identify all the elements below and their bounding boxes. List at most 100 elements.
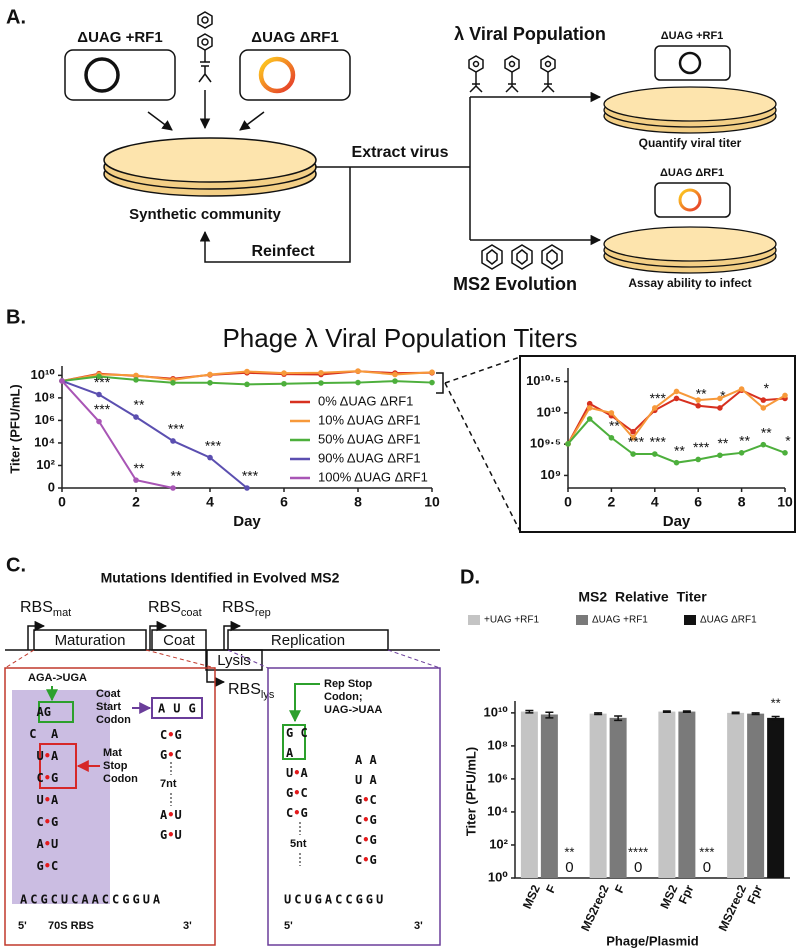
significance: ** <box>739 433 750 449</box>
strain-label: ΔUAG +RF1 <box>77 29 162 46</box>
data-point <box>586 405 593 411</box>
rna-row: G•C <box>22 859 58 873</box>
base <box>22 705 29 719</box>
significance: ** <box>134 460 145 476</box>
data-point <box>695 456 701 463</box>
plasmid <box>84 57 120 93</box>
rna-row: A <box>286 746 294 760</box>
gene-box <box>151 629 207 651</box>
petri-dish <box>603 226 777 274</box>
data-point <box>565 441 571 447</box>
zoom-connector <box>4 649 216 669</box>
step-label: λ Viral Population <box>454 24 606 44</box>
ms2-icons <box>481 244 563 270</box>
base: C <box>160 728 167 742</box>
base: • <box>44 749 51 763</box>
base: A <box>369 773 377 787</box>
data-point <box>244 368 250 375</box>
base: • <box>167 748 174 762</box>
y-tick-label: 10⁶ <box>35 412 55 427</box>
bar <box>767 717 785 878</box>
base: • <box>44 859 51 873</box>
base <box>44 727 51 741</box>
data-point <box>586 400 593 407</box>
data-point <box>586 416 593 422</box>
significance: ** <box>674 442 685 458</box>
significance: *** <box>650 390 667 406</box>
legend-label: 90% ΔUAG ΔRF1 <box>318 450 421 465</box>
rna-row: G•C <box>355 793 377 807</box>
bar <box>609 717 627 878</box>
inset-frame <box>519 355 796 533</box>
rna-row: C•G <box>160 728 182 742</box>
data-point <box>355 379 361 386</box>
base: • <box>44 771 51 785</box>
error-bar <box>682 710 691 713</box>
x-tick-label: MS2rec2 <box>716 882 750 933</box>
base: U <box>36 793 43 807</box>
base: U <box>286 766 293 780</box>
strain-label: ΔUAG +RF1 <box>661 30 724 42</box>
base <box>29 859 36 873</box>
x-tick-label: MS2 <box>520 882 543 911</box>
data-point <box>355 368 361 374</box>
base <box>36 727 43 741</box>
significance: ** <box>609 417 620 433</box>
codon-box <box>39 743 77 789</box>
base: C <box>174 748 181 762</box>
panel-title: Phage λ Viral Population Titers <box>222 323 577 353</box>
y-tick-label: 10¹⁰ <box>537 404 562 419</box>
data-point <box>133 377 139 383</box>
petri-dish <box>103 137 317 197</box>
data-point <box>695 402 701 409</box>
rbs-label: RBSmat <box>20 599 71 619</box>
significance: ** <box>717 435 728 451</box>
end-label: 3' <box>183 920 192 932</box>
base: C <box>36 815 43 829</box>
y-tick-label: 10⁴ <box>487 803 508 818</box>
y-tick-label: 10¹⁰ <box>484 704 509 719</box>
base: C <box>51 859 58 873</box>
step-label: Extract virus <box>352 144 449 161</box>
significance: ** <box>564 844 574 859</box>
base: G <box>286 786 293 800</box>
cell-box <box>654 45 731 81</box>
rna-sequence: ACGCUCAACCGGUA <box>20 893 163 907</box>
error-bar <box>731 711 740 715</box>
rbs-base: RBS <box>228 681 261 698</box>
x-tick-label: 4 <box>651 494 659 510</box>
y-tick-label: 10⁸ <box>34 389 55 404</box>
structure-frame <box>267 667 441 946</box>
base: • <box>362 813 369 827</box>
significance: **** <box>628 844 648 859</box>
legend-label: 0% ΔUAG ΔRF1 <box>318 393 413 408</box>
x-tick-label: Fpr <box>676 882 697 906</box>
significance: * <box>720 388 726 404</box>
significance: *** <box>699 844 714 859</box>
panel-label: C. <box>6 554 26 576</box>
loop-label: 5nt <box>290 838 307 850</box>
end-label: 5' <box>284 920 293 932</box>
data-point <box>96 373 102 380</box>
base: • <box>362 833 369 847</box>
data-point <box>630 434 636 441</box>
significance: *** <box>693 439 710 455</box>
rna-row: U•A <box>286 766 308 780</box>
data-point <box>133 477 139 483</box>
base: A <box>286 746 294 760</box>
error-bar <box>771 715 780 721</box>
base: C <box>355 853 362 867</box>
chart-title: MS2 Relative Titer <box>578 589 707 605</box>
series-line <box>61 380 174 489</box>
base: C <box>286 806 293 820</box>
data-point <box>392 371 398 378</box>
rbs-note: 70S RBS <box>48 920 94 932</box>
rna-row: C•G <box>355 853 377 867</box>
base: • <box>362 793 369 807</box>
x-tick-label: MS2rec2 <box>578 882 612 933</box>
data-point <box>207 371 213 378</box>
base: C <box>300 726 307 740</box>
bar <box>747 713 765 878</box>
data-point <box>760 441 767 448</box>
